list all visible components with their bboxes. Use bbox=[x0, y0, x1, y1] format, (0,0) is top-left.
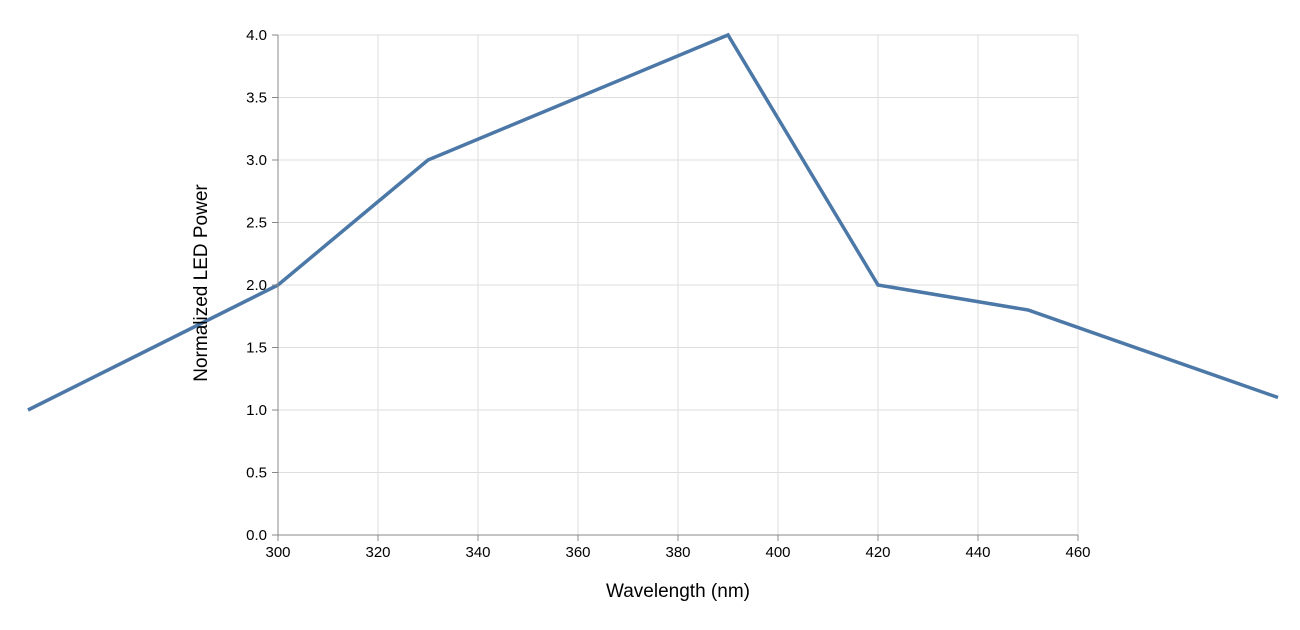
y-tick-label: 2.5 bbox=[246, 215, 267, 232]
y-tick-label: 1.0 bbox=[246, 402, 267, 419]
x-tick-label: 320 bbox=[365, 544, 390, 561]
y-axis-title: Normalized LED Power bbox=[191, 184, 212, 382]
y-tick-label: 4.0 bbox=[246, 27, 267, 44]
x-tick-label: 360 bbox=[565, 544, 590, 561]
y-tick-label: 3.5 bbox=[246, 90, 267, 107]
y-tick-label: 0.0 bbox=[246, 527, 267, 544]
x-axis-ticks: 300 320 340 360 380 400 420 440 460 bbox=[265, 535, 1091, 561]
x-tick-label: 340 bbox=[465, 544, 490, 561]
y-tick-label: 1.5 bbox=[246, 340, 267, 357]
x-tick-label: 400 bbox=[765, 544, 790, 561]
y-tick-label: 0.5 bbox=[246, 465, 267, 482]
axes: 300 320 340 360 380 400 420 440 460 0.0 0.5 1.0 1.5… bbox=[246, 27, 1090, 561]
x-axis-title: Wavelength (nm) bbox=[606, 581, 750, 602]
x-tick-label: 460 bbox=[1065, 544, 1090, 561]
x-tick-label: 300 bbox=[265, 544, 290, 561]
y-axis-ticks: 0.0 0.5 1.0 1.5 2.0 2.5 3.0 3.5 4.0 bbox=[246, 27, 278, 544]
y-tick-label: 2.0 bbox=[246, 277, 267, 294]
x-tick-label: 440 bbox=[965, 544, 990, 561]
x-tick-label: 420 bbox=[865, 544, 890, 561]
y-tick-label: 3.0 bbox=[246, 152, 267, 169]
x-tick-label: 380 bbox=[665, 544, 690, 561]
